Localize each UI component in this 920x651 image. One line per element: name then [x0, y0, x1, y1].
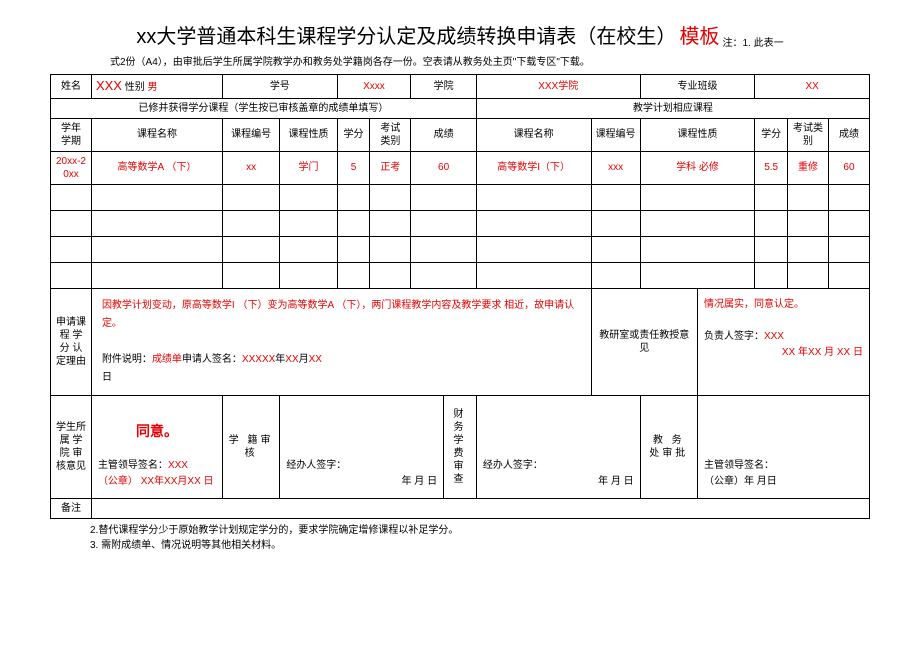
attach-label: 附件说明：: [102, 354, 152, 365]
hdr-term: 学年 学期: [51, 118, 92, 151]
hdr-course-nature: 课程性质: [280, 118, 337, 151]
hdr-plan-grade: 成绩: [828, 118, 869, 151]
hdr-course-name: 课程名称: [91, 118, 222, 151]
month-val: XX: [285, 354, 298, 365]
title-row: xx大学普通本科生课程学分认定及成绩转换申请表（在校生） 模板 注：1. 此表一: [50, 20, 870, 49]
label-student-id: 学号: [222, 75, 337, 99]
reason-text: 因教学计划变动，原高等数学I （下）变为高等数学A （下），两门课程教学内容及教…: [102, 297, 581, 333]
registrar-sig-label: 经办人签字：: [286, 458, 437, 474]
label-college: 学院: [411, 75, 477, 99]
dept-sig-val: XXX: [764, 331, 784, 342]
hdr-plan-course-nature: 课程性质: [640, 118, 755, 151]
hdr-exam-type: 考试 类别: [370, 118, 411, 151]
college-seal: （公章）: [98, 476, 138, 487]
college-date: XX年XX月XX 日: [141, 476, 214, 487]
reason-cell: 因教学计划变动，原高等数学I （下）变为高等数学A （下），两门课程教学内容及教…: [91, 288, 591, 395]
hdr-plan-course-name: 课程名称: [476, 118, 591, 151]
dept-opinion-cell: 情况属实，同意认定。 负责人签字：XXX XX 年XX 月 XX 日: [697, 288, 869, 395]
dept-text: 情况属实，同意认定。: [704, 297, 863, 313]
college-sig-val: XXX: [168, 460, 188, 471]
label-dept-opinion: 教研室或责任教授意见: [591, 288, 697, 395]
r1-credit: 5: [337, 151, 370, 184]
sub-note: 式2份（A4），由审批后学生所属学院教学办和教务处学籍岗各存一份。空表请从教务处…: [110, 53, 870, 68]
main-title: xx大学普通本科生课程学分认定及成绩转换申请表（在校生）: [136, 26, 676, 48]
day-label: 日: [102, 372, 112, 383]
label-gender: 性别: [125, 82, 145, 93]
college-sig-label: 主管领导签名：: [98, 460, 168, 471]
hdr-plan-credit: 学分: [755, 118, 788, 151]
finance-cell: 经办人签字： 年 月 日: [476, 395, 640, 498]
r1-plan-course-name: 高等数学I（下）: [476, 151, 591, 184]
dept-date: XX 年XX 月 XX 日: [704, 345, 863, 361]
title-note: 注：1. 此表一: [723, 38, 784, 49]
plan-section: 教学计划相应课程: [476, 98, 869, 118]
label-academic-affairs: 教 务 处审批: [640, 395, 697, 498]
r1-course-name: 高等数学A （下）: [91, 151, 222, 184]
college-opinion-cell: 同意。 主管领导签名：XXX （公章） XX年XX月XX 日: [91, 395, 222, 498]
signer-val: XXXXX: [242, 354, 275, 365]
footer-n2: 2.替代课程学分少于原始教学计划规定学分的，要求学院确定增修课程以补足学分。: [90, 523, 870, 538]
finance-sig-label: 经办人签字：: [483, 458, 634, 474]
empty-row-1: [51, 184, 870, 210]
label-reason: 申请课程 学分 认定理由: [51, 288, 92, 395]
r1-plan-credit: 5.5: [755, 151, 788, 184]
registrar-cell: 经办人签字： 年 月 日: [280, 395, 444, 498]
footer-n3: 3. 需附成绩单、情况说明等其他相关材料。: [90, 538, 870, 553]
reason-row: 申请课程 学分 认定理由 因教学计划变动，原高等数学I （下）变为高等数学A （…: [51, 288, 870, 395]
r1-term: 20xx-20xx: [51, 151, 92, 184]
dept-sig-label: 负责人签字：: [704, 331, 764, 342]
label-registrar: 学 籍审核: [222, 395, 279, 498]
r1-course-code: xx: [222, 151, 279, 184]
approval-row: 学生所属 学院 审核意见 同意。 主管领导签名：XXX （公章） XX年XX月X…: [51, 395, 870, 498]
remark-row: 备注: [51, 499, 870, 519]
attach-val: 成绩单: [152, 354, 182, 365]
student-name: XXX: [96, 78, 122, 93]
label-major-class: 专业班级: [640, 75, 755, 99]
day-val: XX: [309, 354, 322, 365]
r1-plan-course-code: xxx: [591, 151, 640, 184]
footer-notes: 2.替代课程学分少于原始教学计划规定学分的，要求学院确定增修课程以补足学分。 3…: [50, 523, 870, 553]
hdr-grade: 成绩: [411, 118, 477, 151]
empty-row-2: [51, 210, 870, 236]
hdr-credit: 学分: [337, 118, 370, 151]
template-tag: 模板: [679, 26, 719, 48]
student-major-class: XX: [755, 75, 870, 99]
college-seal-line: （公章） XX年XX月XX 日: [98, 474, 216, 490]
hdr-plan-exam-type: 考试类别: [788, 118, 829, 151]
student-college: XXX学院: [476, 75, 640, 99]
data-row-1: 20xx-20xx 高等数学A （下） xx 学门 5 正考 60 高等数学I（…: [51, 151, 870, 184]
r1-exam-type: 正考: [370, 151, 411, 184]
remark-cell: [91, 499, 869, 519]
empty-row-4: [51, 262, 870, 288]
r1-plan-grade: 60: [828, 151, 869, 184]
application-table: 姓名 XXX 性别 男 学号 Xxxx 学院 XXX学院 专业班级 XX 已修并…: [50, 74, 870, 519]
section-header-row: 已修并获得学分课程（学生按已审核盖章的成绩单填写） 教学计划相应课程: [51, 98, 870, 118]
student-gender: 男: [148, 82, 158, 93]
r1-grade: 60: [411, 151, 477, 184]
academic-cell: 主管领导签名： （公章）年 月日: [697, 395, 869, 498]
month-label: 月: [299, 354, 309, 365]
r1-plan-exam-type: 重修: [788, 151, 829, 184]
empty-row-3: [51, 236, 870, 262]
student-info-row: 姓名 XXX 性别 男 学号 Xxxx 学院 XXX学院 专业班级 XX: [51, 75, 870, 99]
column-header-row: 学年 学期 课程名称 课程编号 课程性质 学分 考试 类别 成绩 课程名称 课程…: [51, 118, 870, 151]
year-label: 年: [275, 354, 285, 365]
hdr-plan-course-code: 课程编号: [591, 118, 640, 151]
finance-date: 年 月 日: [483, 474, 634, 490]
hdr-course-code: 课程编号: [222, 118, 279, 151]
registrar-date: 年 月 日: [286, 474, 437, 490]
signer-label: 申请人签名：: [182, 354, 242, 365]
approve-text: 同意。: [98, 420, 216, 442]
r1-plan-course-nature: 学科 必修: [640, 151, 755, 184]
academic-seal: （公章）年 月日: [704, 474, 863, 490]
label-finance: 财务 学费 审查: [444, 395, 477, 498]
cell-name-gender: XXX 性别 男: [91, 75, 222, 99]
label-remark: 备注: [51, 499, 92, 519]
r1-course-nature: 学门: [280, 151, 337, 184]
label-name: 姓名: [51, 75, 92, 99]
label-student-college-op: 学生所属 学院 审核意见: [51, 395, 92, 498]
completed-section: 已修并获得学分课程（学生按已审核盖章的成绩单填写）: [51, 98, 477, 118]
student-id: Xxxx: [337, 75, 411, 99]
academic-sig-label: 主管领导签名：: [704, 458, 863, 474]
